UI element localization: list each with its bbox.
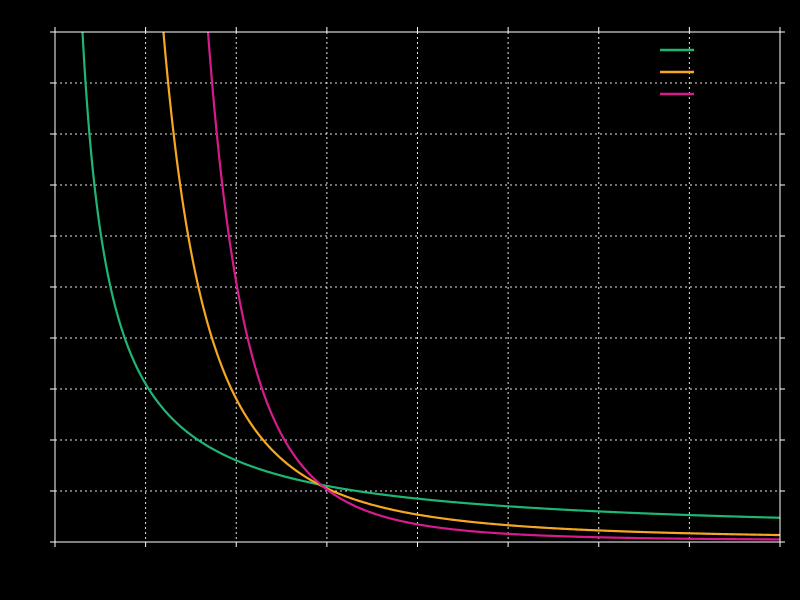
decay-chart xyxy=(0,0,800,600)
chart-svg xyxy=(0,0,800,600)
